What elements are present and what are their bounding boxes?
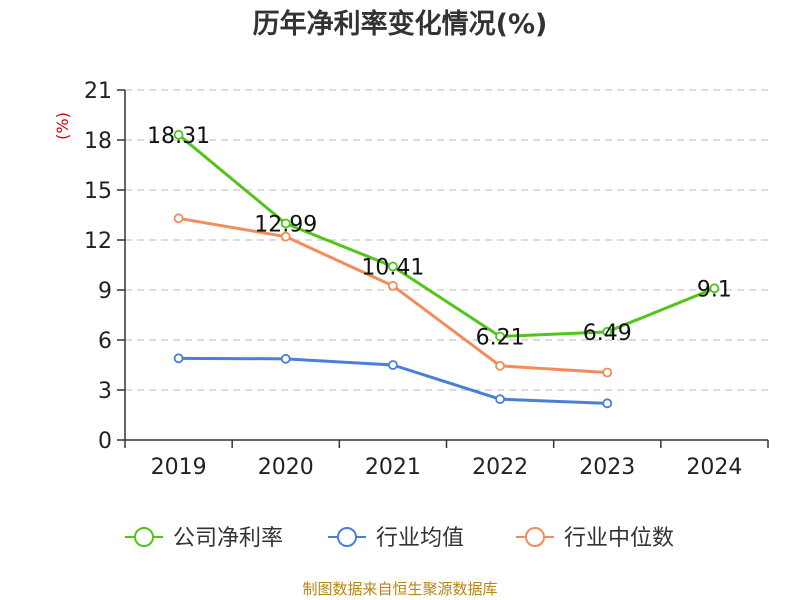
data-label-2021: 10.41: [361, 256, 424, 281]
data-point-0-2: [388, 261, 398, 272]
data-point-1-0: [173, 353, 184, 364]
legend-item-0[interactable]: 公司净利率: [125, 526, 283, 551]
legend-marker-2: [525, 527, 545, 547]
data-label-2020: 12.99: [254, 213, 317, 238]
legend-item-1[interactable]: 行业均值: [328, 526, 464, 551]
legend-marker-0: [134, 527, 154, 547]
x-tick-label-2021: 2021: [365, 455, 421, 480]
legend-label-1: 行业均值: [376, 526, 464, 551]
data-label-2023: 6.49: [583, 321, 632, 346]
data-point-1-2: [388, 360, 398, 370]
data-point-1-3: [495, 394, 505, 405]
data-point-0-4: [602, 326, 613, 337]
legend-marker-1: [337, 527, 357, 547]
x-tick-label-2023: 2023: [579, 455, 635, 480]
y-tick-label-3: 3: [98, 379, 112, 404]
data-source-note: 制图数据来自恒生聚源数据库: [302, 580, 497, 598]
data-point-2-2: [388, 280, 398, 291]
legend-label-2: 行业中位数: [564, 526, 674, 551]
grid-lines: [125, 89, 768, 391]
y-tick-label-12: 12: [84, 229, 112, 254]
data-label-2022: 6.21: [476, 326, 525, 351]
data-label-2019: 18.31: [147, 124, 210, 149]
y-tick-label-15: 15: [84, 179, 112, 204]
data-labels: 18.31 12.99 10.41 6.21 6.49 9.1: [147, 124, 732, 351]
axes: 0 3 6 9 12 15 18 21 2019 2020 2021 2022 2023 2024: [84, 79, 769, 480]
y-axis-unit: (%): [53, 112, 72, 140]
data-point-2-4: [602, 367, 613, 378]
data-point-1-1: [280, 353, 291, 364]
data-point-0-3: [495, 331, 505, 342]
x-tick-label-2024: 2024: [686, 455, 742, 480]
legend-item-2[interactable]: 行业中位数: [516, 526, 674, 551]
y-tick-label-18: 18: [84, 129, 112, 154]
data-point-2-0: [173, 213, 184, 224]
data-point-1-4: [602, 398, 613, 409]
data-point-2-3: [495, 360, 505, 371]
series-line-0: [177, 133, 715, 338]
data-point-0-1: [280, 218, 291, 229]
series-line-2: [178, 216, 608, 374]
x-tick-label-2022: 2022: [472, 455, 528, 480]
y-tick-label-0: 0: [98, 429, 112, 454]
y-tick-label-9: 9: [98, 279, 112, 304]
x-tick-label-2020: 2020: [258, 455, 314, 480]
data-point-2-1: [280, 231, 291, 242]
chart-title: 历年净利率变化情况(%): [253, 8, 548, 40]
x-tick-label-2019: 2019: [151, 455, 207, 480]
y-tick-label-6: 6: [98, 329, 112, 354]
data-point-0-0: [173, 129, 184, 140]
legend-label-0: 公司净利率: [173, 526, 283, 551]
data-label-2024: 9.1: [697, 277, 732, 302]
series-lines: [173, 129, 720, 409]
y-tick-label-21: 21: [84, 79, 112, 104]
data-point-0-5: [709, 283, 720, 294]
legend[interactable]: 公司净利率 行业均值 行业中位数: [125, 526, 674, 551]
